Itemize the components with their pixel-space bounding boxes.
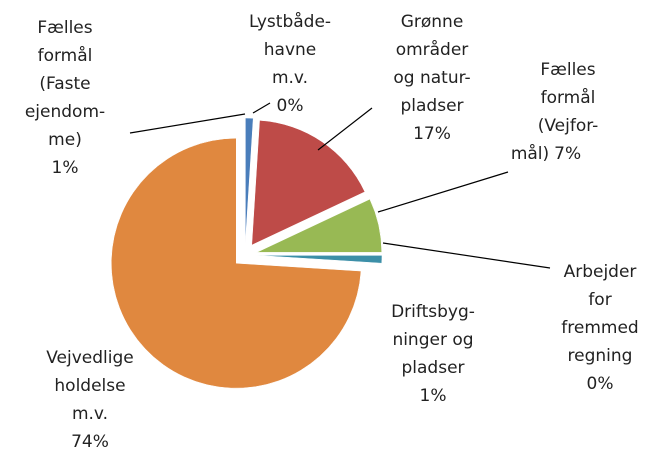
label-line: fremmed <box>561 318 638 338</box>
label-line: Grønne <box>401 12 464 32</box>
label-line: (Faste <box>39 74 90 94</box>
label-line: m.v. <box>272 68 308 88</box>
pie-slice <box>251 120 366 246</box>
label-line: formål <box>38 45 93 66</box>
leader-line <box>377 171 509 213</box>
leader-line <box>317 107 373 151</box>
pie-slice <box>245 117 254 244</box>
label-line: mål) <box>511 143 549 164</box>
data-label: Grønne områder og natur-pladser 17% <box>393 12 470 144</box>
data-label: Driftsbyg-ninger og pladser 1% <box>391 302 475 406</box>
value-label: 0% <box>277 96 304 116</box>
label-line: Arbejder <box>564 262 637 282</box>
pie-slice <box>256 255 383 264</box>
label-line: pladser <box>400 96 463 116</box>
label-line: ejendom- <box>25 102 105 122</box>
label-line: Driftsbyg- <box>391 302 475 322</box>
leader-line <box>252 102 271 114</box>
data-label: Lystbåde-havne m.v. 0% <box>249 11 331 116</box>
label-line: (Vejfor- <box>538 116 599 136</box>
label-line: regning <box>568 346 633 366</box>
pie-slice <box>256 198 382 253</box>
data-label: Vejvedlige holdelse m.v. 74% <box>46 348 134 452</box>
label-line: pladser <box>401 358 464 378</box>
label-line: for <box>588 290 611 310</box>
data-label: Fælles formål (Vejfor-mål) 7% <box>511 60 598 164</box>
data-label: Arbejder for fremmed regning 0% <box>561 262 638 394</box>
label-line: områder <box>396 39 469 60</box>
value-label: 74% <box>71 432 109 452</box>
label-line: me) <box>48 130 82 150</box>
label-line: havne <box>264 40 317 60</box>
pie-slice <box>111 137 362 389</box>
label-line: og natur- <box>393 68 470 88</box>
value-label: 1% <box>420 386 447 406</box>
label-line: Fælles <box>540 60 595 80</box>
label-line: Fælles <box>37 18 92 38</box>
label-line: m.v. <box>72 404 108 424</box>
label-line: formål <box>541 87 596 108</box>
leader-line <box>129 113 246 134</box>
label-line: ninger og <box>392 330 473 350</box>
leader-line <box>382 242 551 269</box>
label-line: Lystbåde- <box>249 11 331 32</box>
value-label: 7% <box>554 144 581 164</box>
value-label: 1% <box>52 158 79 178</box>
value-label: 17% <box>413 124 451 144</box>
label-line: holdelse <box>54 376 125 396</box>
value-label: 0% <box>587 374 614 394</box>
label-line: Vejvedlige <box>46 348 134 368</box>
data-label: Fælles formål (Faste ejendom-me) 1% <box>25 18 105 178</box>
